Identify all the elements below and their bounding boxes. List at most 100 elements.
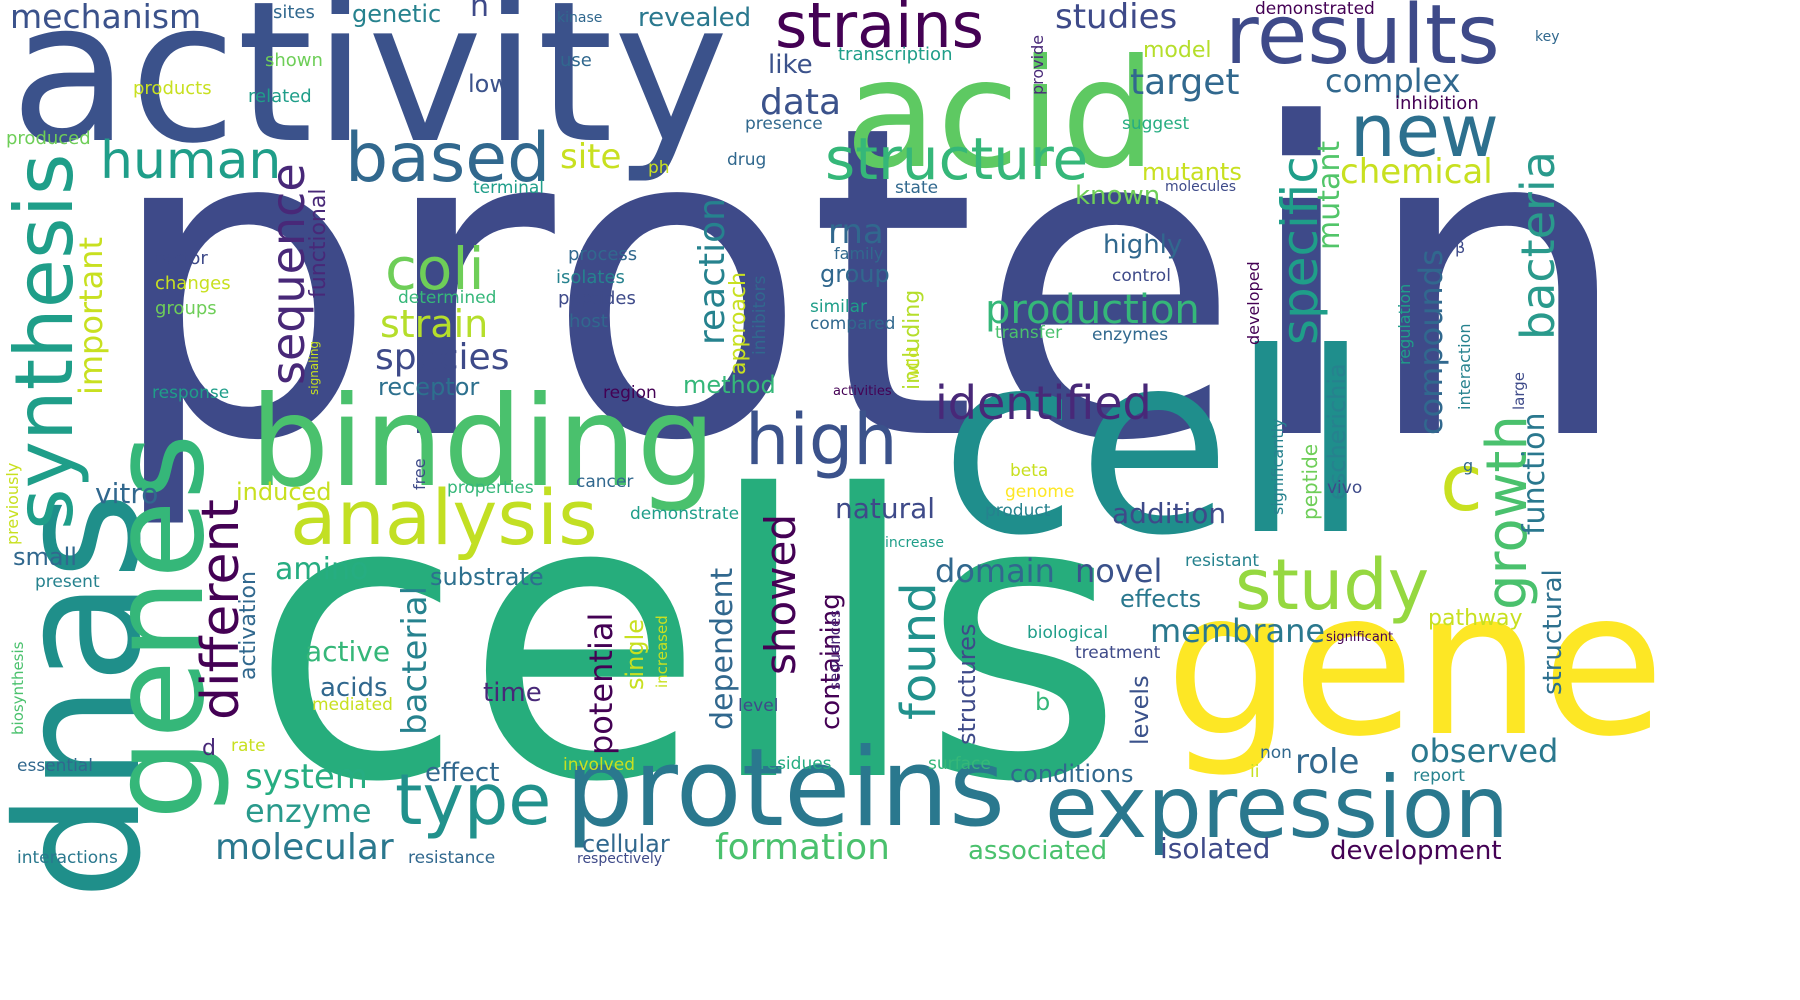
word: acids [320, 673, 388, 703]
word: low [468, 70, 509, 98]
word: strain [380, 302, 489, 346]
word: cancer [576, 472, 634, 492]
word: rna [828, 212, 884, 252]
word: involved [563, 755, 635, 775]
word: levels [1126, 675, 1154, 745]
word: previously [3, 462, 22, 545]
word: interactions [17, 848, 118, 868]
word: time [483, 678, 542, 708]
word: produced [6, 128, 91, 149]
word: compared [810, 314, 896, 334]
word: important [72, 236, 110, 395]
word: suggest [1122, 114, 1190, 134]
word: sequence [261, 163, 315, 385]
word: non [1260, 743, 1292, 763]
word: method [683, 371, 776, 399]
word: novel [1075, 552, 1163, 590]
word: genetic [352, 0, 442, 28]
word: regulation [1395, 283, 1414, 365]
word: approach [726, 272, 751, 375]
word: observed [1410, 732, 1559, 770]
word: activation [236, 571, 261, 680]
word: control [1112, 266, 1171, 286]
word: target [1130, 62, 1240, 103]
word: site [560, 137, 622, 177]
word: peptides [558, 288, 636, 309]
word: potential [582, 612, 620, 755]
word: presence [745, 114, 823, 134]
word: expression [1045, 758, 1509, 858]
word: significant [1326, 630, 1394, 645]
word: substrate [430, 563, 544, 591]
word: mechanism [10, 0, 202, 36]
word: found [891, 582, 947, 720]
word: essential [17, 756, 93, 776]
word: effects [1120, 585, 1202, 613]
word: genome [1005, 482, 1075, 502]
word: structures [953, 623, 981, 745]
word: shown [265, 50, 323, 71]
word: g [1463, 456, 1474, 475]
word: family [834, 244, 884, 263]
word: provide [1028, 34, 1047, 95]
word: b [1035, 688, 1051, 716]
word: use [560, 50, 592, 71]
word: response [152, 383, 230, 403]
word: demonstrate [630, 504, 740, 524]
word: report [1413, 766, 1465, 786]
word: factor [155, 248, 208, 269]
word: demonstrated [1255, 0, 1375, 19]
word: type [395, 759, 552, 841]
word: model [1143, 38, 1212, 63]
word: surface [928, 754, 991, 774]
word: associated [968, 836, 1108, 866]
word: mutants [1142, 158, 1242, 186]
word: human [100, 131, 282, 191]
word: vivo [1327, 478, 1363, 498]
word: increased [653, 615, 671, 688]
word: biosynthesis [9, 641, 27, 735]
word: key [1535, 29, 1560, 45]
word: similar [810, 297, 867, 317]
word: study [1235, 544, 1430, 626]
word: changes [155, 273, 231, 294]
word: proteins [565, 726, 1006, 851]
word: group [820, 260, 890, 288]
word: determined [398, 288, 497, 308]
word: high [745, 399, 898, 481]
word: signaling [307, 340, 321, 395]
word: treatment [1075, 643, 1161, 663]
word: product [985, 501, 1051, 521]
word: biological [1027, 623, 1109, 643]
word: wild [903, 347, 922, 380]
word: functional [306, 188, 331, 298]
word: transcription [838, 44, 953, 65]
word: inhibition [1395, 93, 1479, 114]
word: n [470, 0, 490, 24]
word: terminal [473, 178, 545, 198]
word: production [985, 287, 1200, 333]
word: region [603, 383, 657, 403]
word: c [1440, 439, 1483, 529]
word: isolates [556, 267, 625, 288]
word: cell [940, 299, 1371, 590]
word: isolated [1160, 832, 1271, 865]
word: revealed [638, 3, 752, 33]
word: domain [935, 552, 1055, 590]
word: respectively [577, 851, 663, 867]
word: d [202, 736, 216, 761]
word: sites [273, 2, 315, 23]
word: bacterial [395, 585, 435, 735]
word: molecules [1165, 179, 1237, 195]
word: vitro [95, 477, 159, 510]
word: effect [425, 758, 500, 788]
word: compounds [1412, 249, 1450, 435]
word: developed [1244, 261, 1263, 345]
word: state [895, 178, 939, 198]
word: properties [447, 478, 534, 498]
word: enzyme [245, 792, 372, 830]
word: related [248, 86, 312, 107]
word: beta [1010, 461, 1049, 481]
word: residues [760, 754, 832, 774]
